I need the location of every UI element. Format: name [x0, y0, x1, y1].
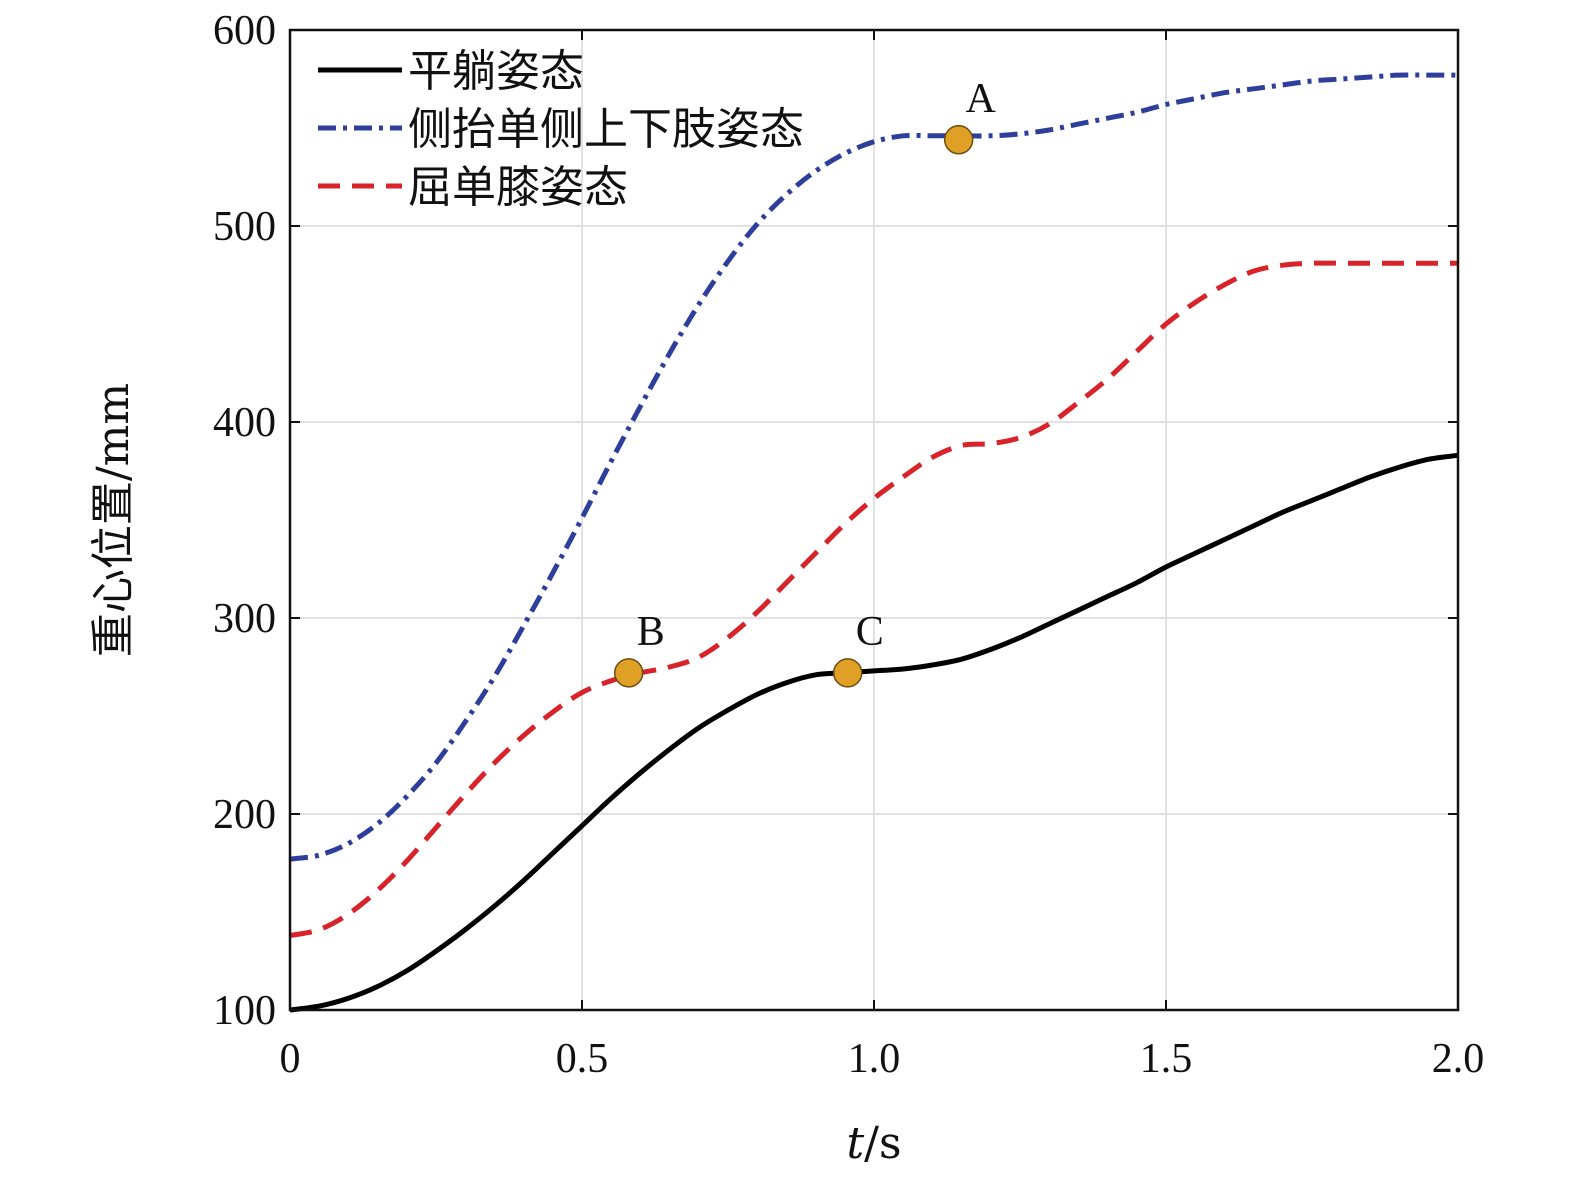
tick-labels: 0 0.5 1.0 1.5 2.0 100 200 300 400 500 600	[213, 8, 1484, 1082]
annotation-label-a: A	[966, 76, 997, 122]
x-axis-unit: /s	[864, 1118, 901, 1169]
legend-label-1: 平躺姿态	[408, 46, 584, 97]
x-tick-label: 2.0	[1432, 1036, 1485, 1082]
annotation-label-c: C	[856, 609, 884, 655]
annotation-point-c	[832, 658, 863, 688]
x-axis-title: t/s	[846, 1118, 901, 1169]
ticks	[289, 29, 1459, 1011]
series-line-1	[289, 452, 1459, 1013]
grid	[290, 30, 1458, 1010]
y-tick-label: 500	[213, 204, 276, 250]
x-tick-label: 1.0	[848, 1036, 901, 1082]
x-tick-label: 0.5	[556, 1036, 609, 1082]
series-layer	[289, 72, 1459, 1013]
y-tick-label: 100	[213, 988, 276, 1034]
annotation-point-b	[613, 658, 644, 688]
legend-label-2: 侧抬单侧上下肢姿态	[408, 104, 804, 155]
x-tick-label: 0	[280, 1036, 301, 1082]
annotation-label-b: B	[637, 609, 665, 655]
legend-label-3: 屈单膝姿态	[408, 162, 628, 213]
annotation-markers: A B C	[613, 76, 997, 688]
series-line-2	[289, 72, 1458, 862]
x-axis-symbol: t	[846, 1118, 864, 1169]
y-tick-label: 200	[213, 792, 276, 838]
y-tick-label: 600	[213, 8, 276, 54]
annotation-point-a	[943, 125, 974, 155]
y-tick-label: 400	[213, 400, 276, 446]
y-tick-label: 300	[213, 596, 276, 642]
series-line-3	[289, 260, 1458, 938]
y-axis-title: 重心位置/mm	[88, 383, 139, 657]
x-tick-label: 1.5	[1140, 1036, 1193, 1082]
